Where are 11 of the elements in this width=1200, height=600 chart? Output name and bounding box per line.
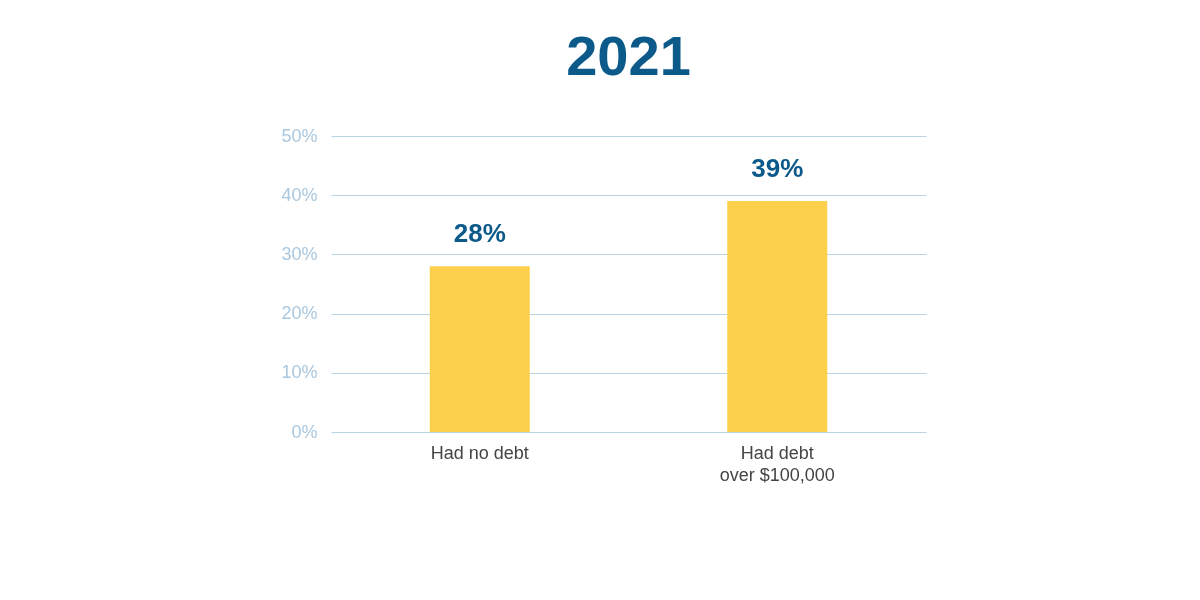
y-tick-label: 50% xyxy=(281,125,318,146)
y-tick-label: 40% xyxy=(281,184,318,205)
data-label: 28% xyxy=(453,218,506,249)
x-tick-label: Had no debt xyxy=(430,442,529,463)
y-tick-label: 0% xyxy=(291,421,318,442)
y-tick-label: 20% xyxy=(281,303,318,324)
y-tick-label: 10% xyxy=(281,362,318,383)
chart-title: 2021 xyxy=(566,24,691,87)
y-tick-label: 30% xyxy=(281,243,318,264)
x-tick-label: Had debt over $100,000 xyxy=(719,442,835,485)
data-label: 39% xyxy=(751,153,804,184)
